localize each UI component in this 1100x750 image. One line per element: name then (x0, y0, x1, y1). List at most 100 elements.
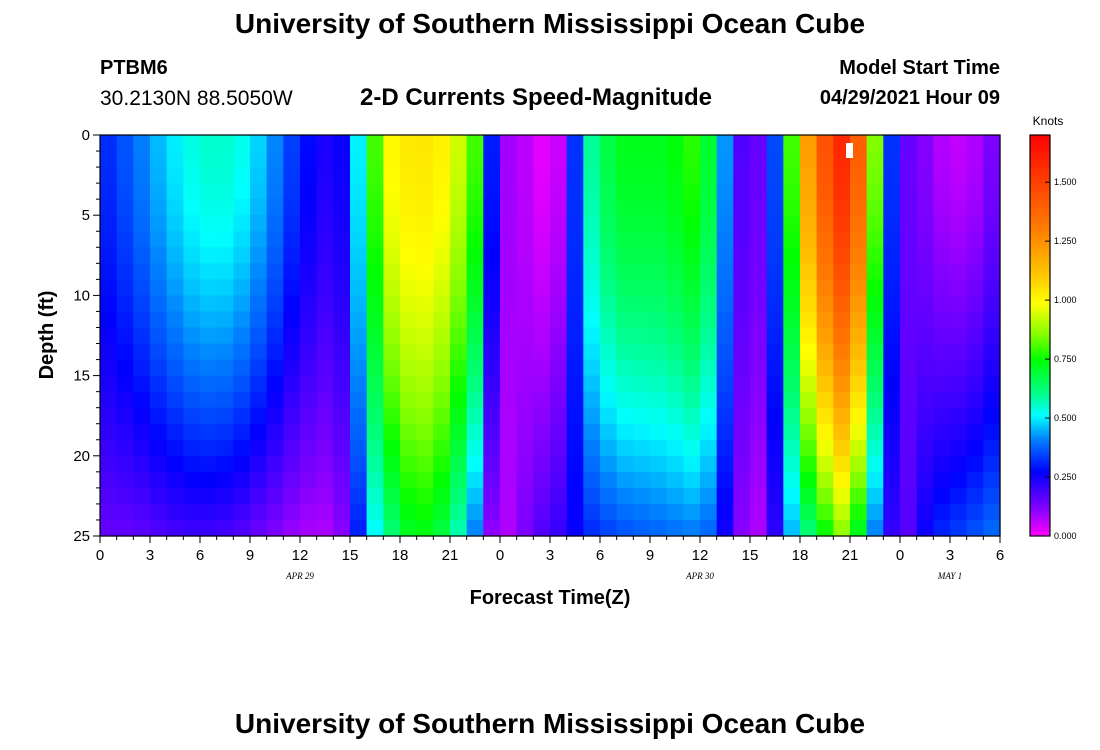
heatmap-cell (616, 279, 634, 296)
heatmap-cell (966, 247, 984, 264)
heatmap-cell (283, 311, 301, 329)
heatmap-cell (133, 455, 151, 473)
heatmap-cell (400, 439, 418, 457)
heatmap-cell (933, 167, 951, 184)
heatmap-cell (883, 519, 901, 537)
heatmap-cell (383, 295, 401, 313)
heatmap-cell (133, 263, 151, 280)
heatmap-cell (200, 439, 218, 457)
heatmap-cell (850, 199, 868, 216)
heatmap-cell (400, 247, 418, 264)
heatmap-cell (933, 263, 951, 280)
heatmap-cell (233, 199, 251, 216)
heatmap-cell (816, 247, 834, 264)
heatmap-cell (666, 311, 684, 329)
heatmap-cell (766, 295, 784, 313)
heatmap-cell (900, 279, 918, 296)
heatmap-cell (600, 439, 618, 457)
heatmap-cell (416, 135, 434, 152)
heatmap-cell (200, 151, 218, 168)
heatmap-cell (850, 375, 868, 393)
heatmap-cell (916, 295, 934, 313)
heatmap-cell (550, 407, 568, 425)
heatmap-cell (233, 311, 251, 329)
heatmap-cell (750, 215, 768, 232)
heatmap-cell (816, 375, 834, 393)
colorbar-tick-label: 1.500 (1054, 177, 1077, 187)
heatmap-cell (533, 231, 551, 248)
heatmap-cell (650, 375, 668, 393)
heatmap-cell (966, 263, 984, 280)
heatmap-cell (700, 343, 718, 361)
heatmap-cell (266, 487, 284, 505)
heatmap-cell (150, 487, 168, 505)
heatmap-cell (200, 503, 218, 521)
heatmap-cell (450, 359, 468, 377)
heatmap-cell (783, 343, 801, 361)
heatmap-cell (883, 391, 901, 409)
heatmap-cell (350, 423, 368, 441)
heatmap-cell (133, 311, 151, 329)
heatmap-cell (683, 167, 701, 184)
heatmap-cell (316, 295, 334, 313)
heatmap-cell (366, 295, 384, 313)
heatmap-cell (783, 519, 801, 537)
heatmap-cell (966, 199, 984, 216)
heatmap-cell (600, 375, 618, 393)
x-axis-label: Forecast Time(Z) (470, 587, 631, 609)
heatmap-cell (466, 183, 484, 200)
heatmap-cell (366, 279, 384, 296)
heatmap-cell (416, 279, 434, 296)
heatmap-cell (983, 471, 1001, 489)
heatmap-cell (700, 519, 718, 537)
heatmap-cell (483, 407, 501, 425)
heatmap-cell (666, 391, 684, 409)
heatmap-cell (583, 455, 601, 473)
x-tick-label: 9 (646, 547, 654, 564)
heatmap-cell (433, 215, 451, 232)
heatmap-cell (516, 519, 534, 537)
heatmap-cell (250, 279, 268, 296)
heatmap-cell (200, 263, 218, 280)
heatmap-cell (316, 423, 334, 441)
heatmap-cell (133, 407, 151, 425)
heatmap-cell (683, 247, 701, 264)
heatmap-cell (733, 471, 751, 489)
y-axis-label: Depth (ft) (36, 291, 58, 380)
heatmap-cell (350, 215, 368, 232)
colorbar-tick-label: 0.250 (1054, 472, 1077, 482)
heatmap-cell (966, 215, 984, 232)
heatmap-cell (266, 423, 284, 441)
heatmap-cell (916, 391, 934, 409)
heatmap-cell (150, 423, 168, 441)
heatmap-cell (916, 359, 934, 377)
heatmap-cell (316, 263, 334, 280)
heatmap-cell (383, 199, 401, 216)
heatmap-cell (566, 247, 584, 264)
heatmap-cell (966, 295, 984, 313)
heatmap-cell (416, 199, 434, 216)
heatmap-cell (783, 375, 801, 393)
heatmap-cell (733, 439, 751, 457)
heatmap-cell (900, 199, 918, 216)
heatmap-cell (916, 231, 934, 248)
heatmap-cell (133, 151, 151, 168)
heatmap-cell (416, 487, 434, 505)
heatmap-cell (883, 183, 901, 200)
heatmap-cell (900, 295, 918, 313)
heatmap-cell (266, 295, 284, 313)
heatmap-cell (650, 215, 668, 232)
heatmap-cell (966, 391, 984, 409)
heatmap-cell (416, 215, 434, 232)
heatmap-cell (716, 407, 734, 425)
heatmap-cell (450, 439, 468, 457)
heatmap-cell (483, 439, 501, 457)
heatmap-cell (783, 151, 801, 168)
heatmap-cell (883, 231, 901, 248)
heatmap-cell (766, 135, 784, 152)
heatmap-cell (516, 359, 534, 377)
heatmap-cell (683, 407, 701, 425)
heatmap-cell (216, 343, 234, 361)
heatmap-cell (683, 311, 701, 329)
heatmap-cell (283, 375, 301, 393)
